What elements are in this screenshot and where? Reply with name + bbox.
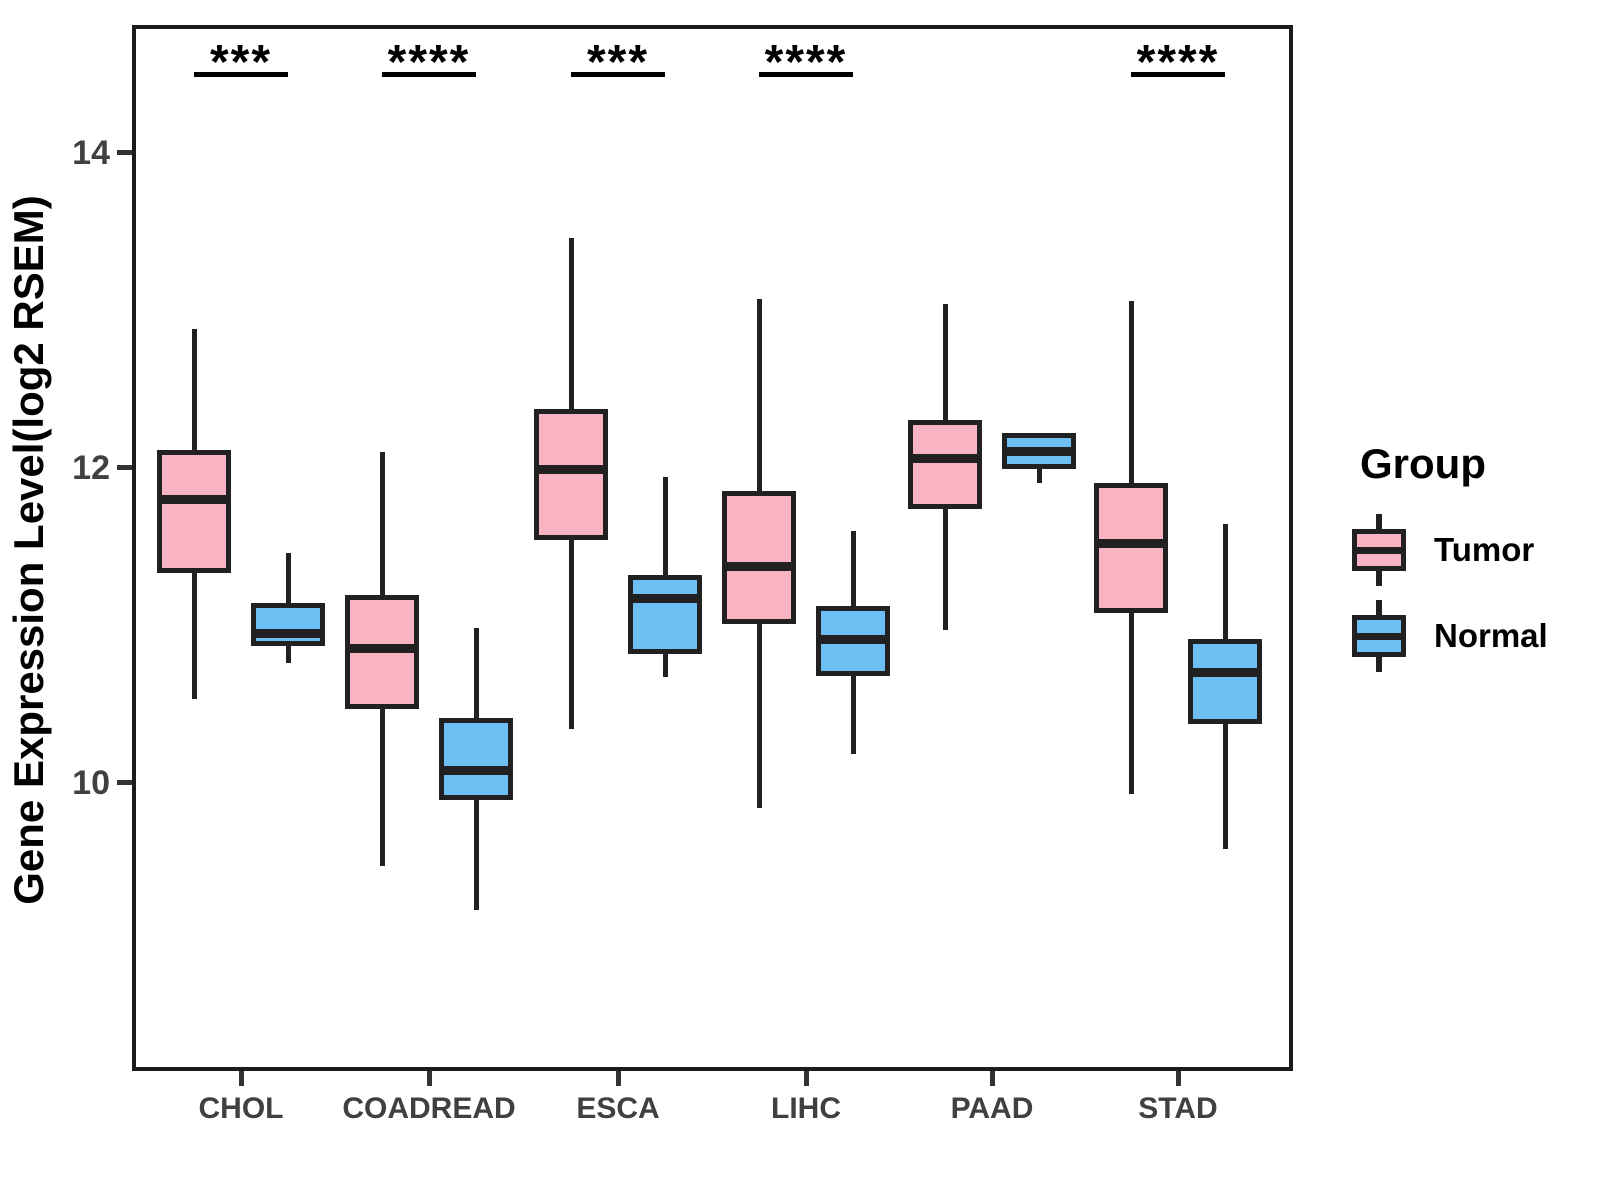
significance-bar-COADREAD (382, 72, 476, 77)
legend-item-normal: Normal (1352, 600, 1548, 672)
y-tick-mark (117, 150, 132, 156)
legend-label-tumor: Tumor (1434, 531, 1535, 568)
key-median (1352, 633, 1406, 640)
y-tick-label: 14 (72, 133, 110, 172)
median-COADREAD-Tumor (345, 644, 419, 654)
median-PAAD-Normal (1002, 447, 1076, 457)
median-PAAD-Tumor (908, 453, 982, 463)
median-LIHC-Tumor (722, 562, 796, 572)
x-tick-mark (803, 1071, 809, 1086)
box-STAD-Tumor (1094, 483, 1168, 613)
significance-bar-CHOL (194, 72, 288, 77)
x-tick-mark (989, 1071, 995, 1086)
significance-stars-CHOL: *** (209, 36, 273, 89)
median-STAD-Normal (1188, 667, 1262, 677)
x-tick-label-stad: STAD (1138, 1092, 1218, 1125)
x-tick-label-paad: PAAD (950, 1092, 1034, 1125)
y-tick-label: 10 (72, 763, 110, 802)
box-STAD-Normal (1188, 639, 1262, 725)
box-CHOL-Normal (251, 603, 325, 646)
boxplot-key-icon (1352, 600, 1406, 672)
x-tick-mark (1175, 1071, 1181, 1086)
box-CHOL-Tumor (157, 450, 231, 574)
median-COADREAD-Normal (439, 765, 513, 775)
x-tick-label-esca: ESCA (576, 1092, 660, 1125)
legend: Group Tumor Normal (1352, 440, 1548, 686)
box-ESCA-Normal (628, 574, 702, 654)
box-LIHC-Tumor (722, 491, 796, 624)
median-LIHC-Normal (816, 634, 890, 644)
plot-area: 10 12 14 CHOL COADREAD ESCA LIHC PAAD STAD *** ***… (72, 25, 1293, 1125)
median-CHOL-Normal (251, 628, 325, 638)
x-tick-mark (615, 1071, 621, 1086)
y-tick-label: 12 (72, 448, 110, 487)
y-tick-mark (117, 780, 132, 786)
median-STAD-Tumor (1094, 538, 1168, 548)
significance-stars-STAD: **** (1136, 36, 1220, 89)
significance-stars-COADREAD: **** (387, 36, 471, 89)
median-ESCA-Tumor (534, 464, 608, 474)
x-tick-label-coadread: COADREAD (342, 1092, 516, 1125)
significance-stars-ESCA: *** (586, 36, 650, 89)
legend-label-normal: Normal (1434, 617, 1548, 654)
significance-bar-ESCA (571, 72, 665, 77)
box-PAAD-Tumor (908, 420, 982, 509)
box-ESCA-Tumor (534, 409, 608, 541)
median-CHOL-Tumor (157, 494, 231, 504)
legend-item-tumor: Tumor (1352, 514, 1548, 586)
significance-stars-LIHC: **** (764, 36, 848, 89)
significance-bar-STAD (1131, 72, 1225, 77)
x-tick-mark (426, 1071, 432, 1086)
median-ESCA-Normal (628, 593, 702, 603)
y-tick-mark (117, 465, 132, 471)
significance-bar-LIHC (759, 72, 853, 77)
legend-title: Group (1360, 440, 1486, 487)
x-tick-mark (238, 1071, 244, 1086)
boxplot-key-icon (1352, 514, 1406, 586)
x-tick-label-lihc: LIHC (771, 1092, 841, 1125)
box-COADREAD-Normal (439, 718, 513, 801)
key-median (1352, 547, 1406, 554)
plot-panel: 10 12 14 CHOL COADREAD ESCA LIHC PAAD STAD *** ***… (72, 25, 1293, 1125)
x-tick-label-chol: CHOL (198, 1092, 284, 1125)
